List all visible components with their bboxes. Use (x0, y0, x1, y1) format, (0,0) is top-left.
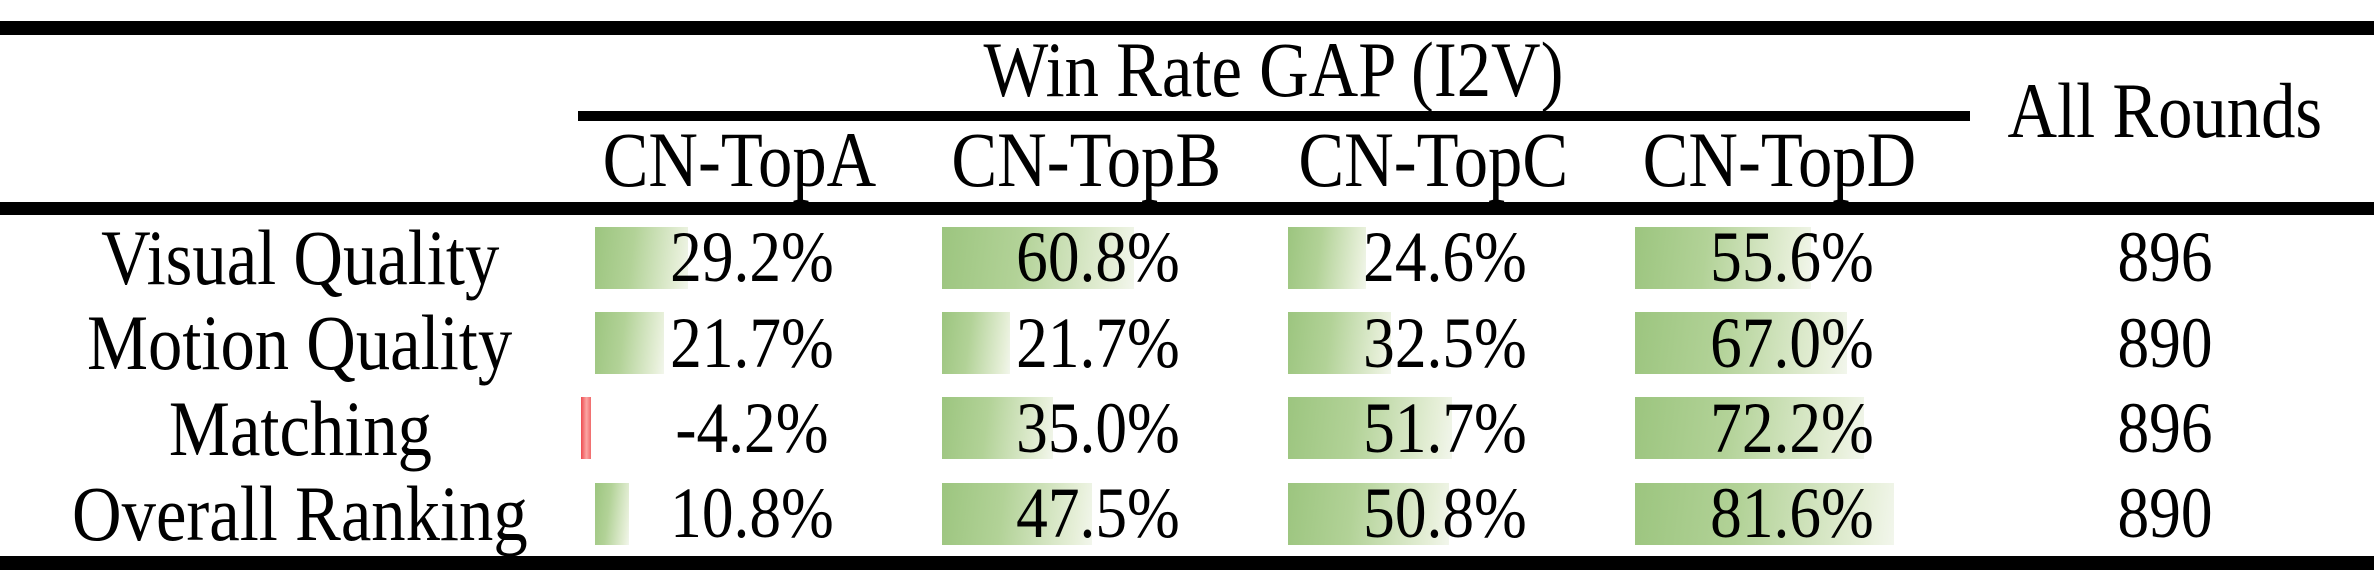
cell-value-text: 32.5% (1363, 302, 1527, 383)
column-header-text: CN-TopC (1298, 116, 1568, 203)
cell-value: 81.6% (1633, 471, 1950, 556)
cell-value-text: 81.6% (1709, 473, 1874, 554)
cell-value-text: 67.0% (1709, 302, 1874, 383)
cell-value-text: 51.7% (1363, 387, 1527, 468)
data-bar (1635, 226, 1812, 289)
cell-value: 24.6% (1286, 215, 1603, 300)
cell-value-text: 47.5% (1016, 473, 1181, 554)
group-header-title-text: Win Rate GAP (I2V) (984, 26, 1564, 113)
all-rounds-value-text: 896 (2117, 387, 2213, 468)
data-bar (941, 311, 1011, 374)
cell-value-text: 21.7% (1016, 302, 1181, 383)
row-label: Motion Quality (0, 299, 600, 387)
row-label-text: Visual Quality (100, 213, 500, 301)
data-bar (1635, 397, 1864, 460)
data-bar (1288, 311, 1392, 374)
data-bar (1288, 482, 1450, 545)
cell-value: 72.2% (1633, 386, 1950, 471)
cell-value-text: 35.0% (1016, 387, 1181, 468)
row-label: Matching (0, 384, 600, 472)
cell-value-text: 72.2% (1709, 387, 1874, 468)
cell-value: 32.5% (1286, 300, 1603, 385)
data-bar (595, 226, 688, 289)
all-rounds-column-header-text: All Rounds (2007, 67, 2323, 154)
cell-value: 10.8% (593, 471, 910, 556)
cell-value-text: 21.7% (669, 302, 834, 383)
column-header: CN-TopC (1274, 116, 1591, 203)
all-rounds-value-text: 896 (2117, 217, 2213, 298)
data-bar (595, 311, 664, 374)
cell-value: 51.7% (1286, 386, 1603, 471)
column-header: CN-TopD (1621, 116, 1938, 203)
row-label-text: Overall Ranking (72, 469, 528, 557)
data-bar (1288, 226, 1367, 289)
cell-value-text: 24.6% (1363, 217, 1527, 298)
all-rounds-value: 890 (1970, 300, 2360, 385)
all-rounds-column-header: All Rounds (1970, 36, 2360, 186)
data-bar (595, 482, 630, 545)
column-header-text: CN-TopA (602, 116, 877, 203)
header-separator-rule (0, 202, 2374, 215)
all-rounds-value: 890 (1970, 471, 2360, 556)
cell-value: 21.7% (940, 300, 1257, 385)
cell-value: 21.7% (593, 300, 910, 385)
table-top-rule (0, 21, 2374, 35)
group-header-title: Win Rate GAP (I2V) (578, 26, 1970, 113)
column-header-text: CN-TopD (1642, 116, 1917, 203)
all-rounds-value-text: 890 (2117, 473, 2213, 554)
cell-value: 35.0% (940, 386, 1257, 471)
all-rounds-value-text: 890 (2117, 302, 2213, 383)
data-bar (941, 226, 1135, 289)
all-rounds-value: 896 (1970, 386, 2360, 471)
cell-value-text: 60.8% (1016, 217, 1181, 298)
cell-value-text: 50.8% (1363, 473, 1527, 554)
cell-value: 47.5% (940, 471, 1257, 556)
column-header: CN-TopA (581, 116, 898, 203)
cell-value-text: -4.2% (674, 387, 829, 468)
data-bar (941, 482, 1093, 545)
cell-value: 50.8% (1286, 471, 1603, 556)
cell-value: 29.2% (593, 215, 910, 300)
row-label-text: Motion Quality (87, 299, 513, 387)
data-bar (941, 397, 1053, 460)
negative-data-bar (581, 397, 591, 460)
data-bar (1288, 397, 1453, 460)
column-header-text: CN-TopB (951, 116, 1222, 203)
column-header: CN-TopB (928, 116, 1245, 203)
row-label: Overall Ranking (0, 469, 600, 557)
cell-value-text: 29.2% (669, 217, 834, 298)
row-label: Visual Quality (0, 213, 600, 301)
row-label-text: Matching (168, 384, 432, 472)
data-bar (1635, 311, 1848, 374)
cell-value: -4.2% (593, 386, 910, 471)
group-header-underline-rule (578, 111, 1970, 121)
data-bar (1635, 482, 1894, 545)
all-rounds-value: 896 (1970, 215, 2360, 300)
cell-value: 55.6% (1633, 215, 1950, 300)
cell-value: 60.8% (940, 215, 1257, 300)
table-bottom-rule (0, 556, 2374, 570)
cell-value-text: 55.6% (1709, 217, 1874, 298)
cell-value-text: 10.8% (669, 473, 834, 554)
cell-value: 67.0% (1633, 300, 1950, 385)
